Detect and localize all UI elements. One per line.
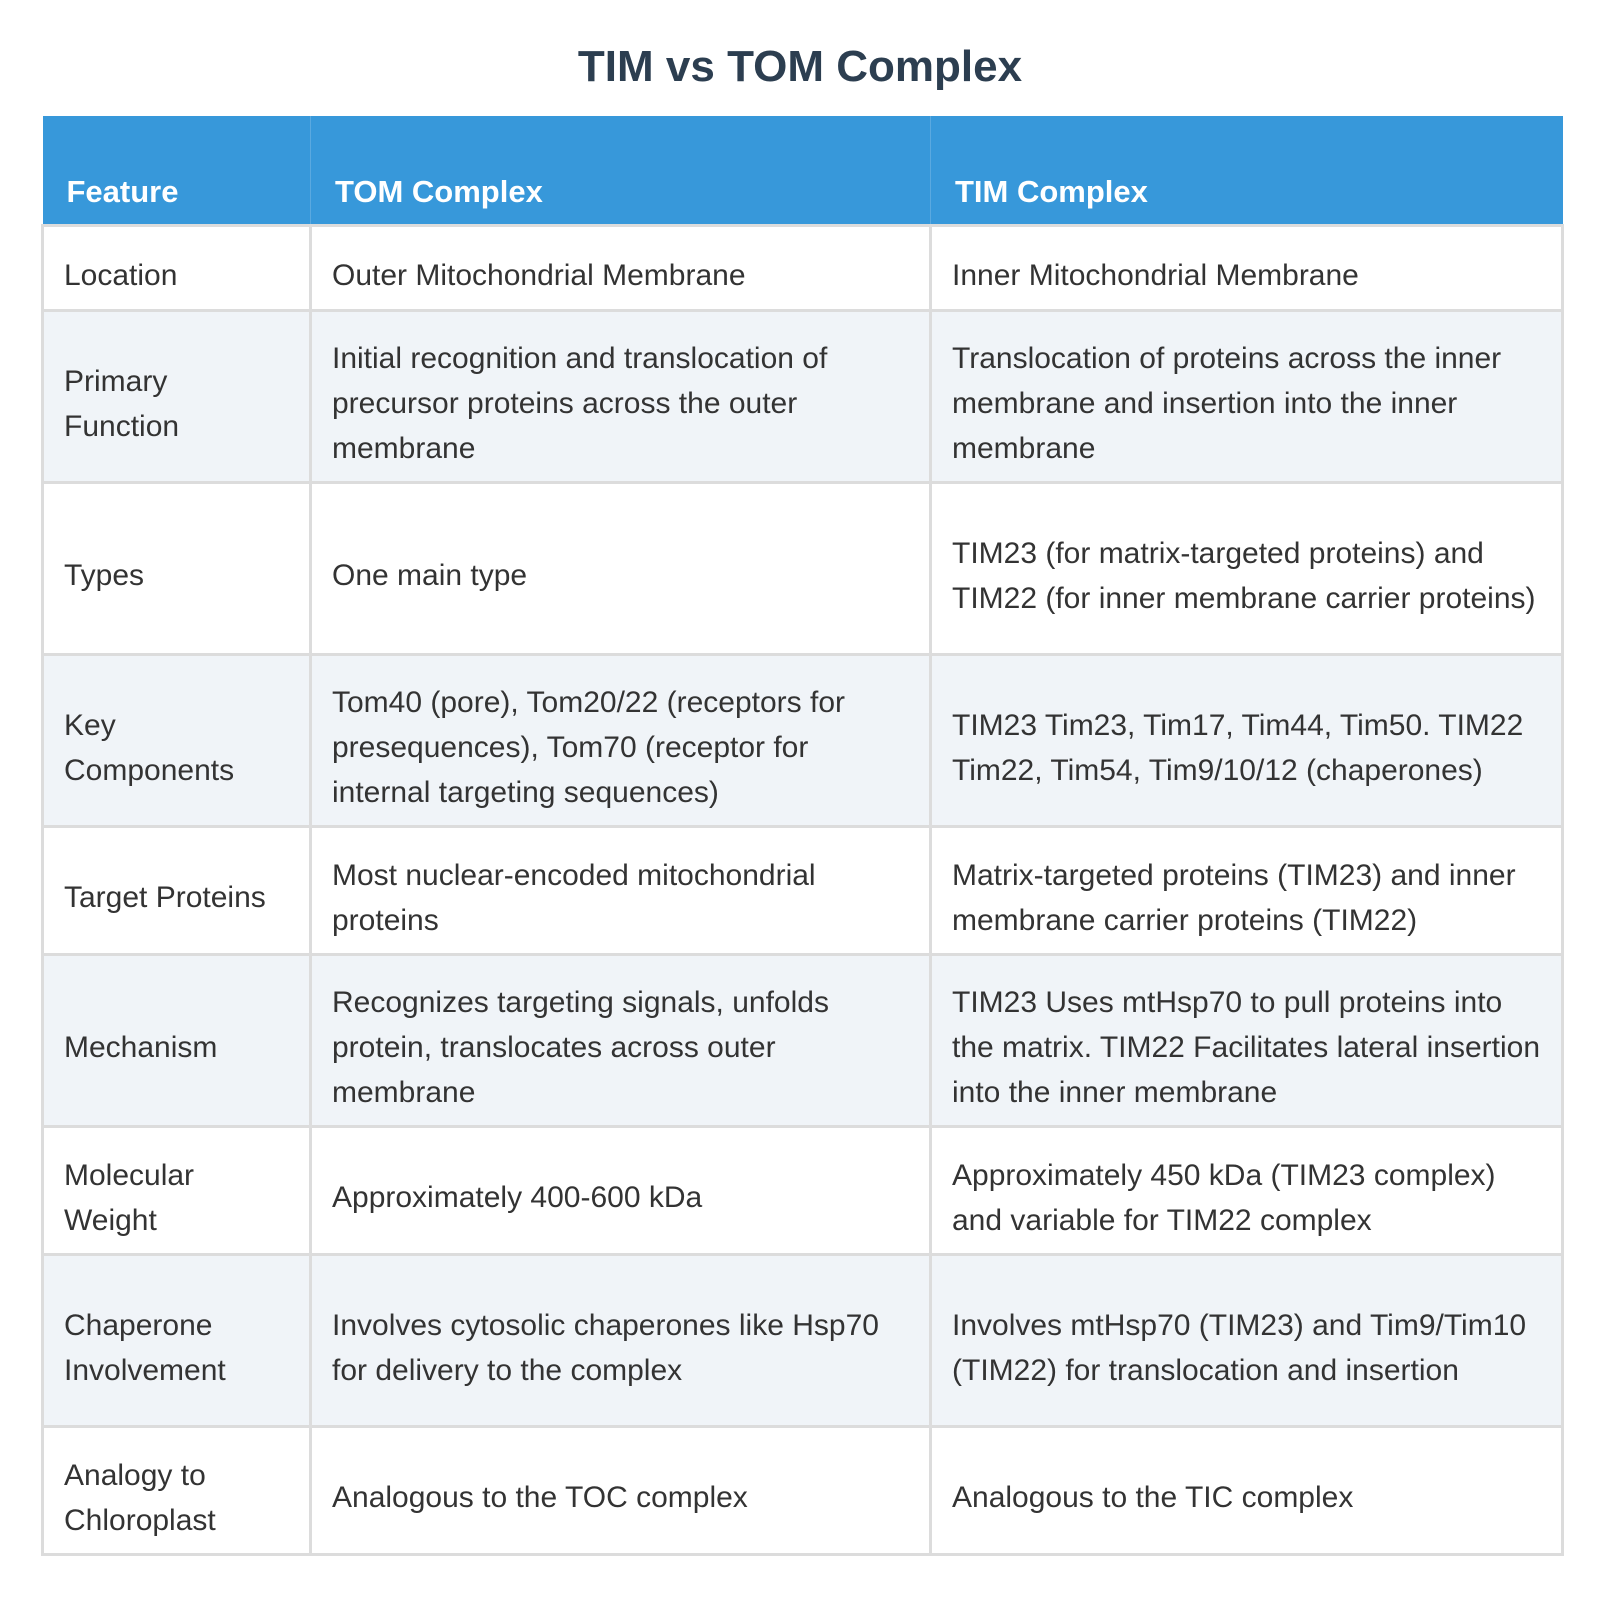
tom-cell: Initial recognition and translocation of… <box>309 309 932 484</box>
tim-cell: Approximately 450 kDa (TIM23 complex) an… <box>929 1125 1564 1256</box>
header-feature: Feature <box>42 116 311 226</box>
feature-cell: Primary Function <box>41 309 312 484</box>
tom-cell: Involves cytosolic chaperones like Hsp70… <box>309 1253 932 1428</box>
table-header-row: Feature TOM Complex TIM Complex <box>42 116 1563 226</box>
table-row: Location Outer Mitochondrial Membrane In… <box>41 224 1564 312</box>
tom-cell: Approximately 400-600 kDa <box>309 1125 932 1256</box>
feature-cell: Types <box>41 481 312 656</box>
feature-cell: Location <box>41 224 312 312</box>
tim-cell: TIM23 (for matrix-targeted proteins) and… <box>929 481 1564 656</box>
tim-cell: Translocation of proteins across the inn… <box>929 309 1564 484</box>
tom-cell: Tom40 (pore), Tom20/22 (receptors for pr… <box>309 653 932 828</box>
tom-cell: Most nuclear-encoded mitochondrial prote… <box>309 825 932 956</box>
tom-cell: Analogous to the TOC complex <box>309 1425 932 1556</box>
table-row: Analogy to Chloroplast Analogous to the … <box>41 1425 1564 1556</box>
tim-cell: Inner Mitochondrial Membrane <box>929 224 1564 312</box>
table-row: Mechanism Recognizes targeting signals, … <box>41 953 1564 1128</box>
feature-cell: Target Proteins <box>41 825 312 956</box>
feature-cell: Molecular Weight <box>41 1125 312 1256</box>
tom-cell: Outer Mitochondrial Membrane <box>309 224 932 312</box>
tim-cell: Involves mtHsp70 (TIM23) and Tim9/Tim10 … <box>929 1253 1564 1428</box>
feature-cell: Chaperone Involvement <box>41 1253 312 1428</box>
comparison-table: Feature TOM Complex TIM Complex Location… <box>41 116 1564 1556</box>
table-row: Molecular Weight Approximately 400-600 k… <box>41 1125 1564 1256</box>
header-tim: TIM Complex <box>930 116 1563 226</box>
header-tom: TOM Complex <box>310 116 931 226</box>
tim-cell: TIM23 Uses mtHsp70 to pull proteins into… <box>929 953 1564 1128</box>
table-row: Target Proteins Most nuclear-encoded mit… <box>41 825 1564 956</box>
feature-cell: Mechanism <box>41 953 312 1128</box>
feature-cell: Key Components <box>41 653 312 828</box>
tom-cell: One main type <box>309 481 932 656</box>
table-row: Key Components Tom40 (pore), Tom20/22 (r… <box>41 653 1564 828</box>
page-title: TIM vs TOM Complex <box>577 42 1023 91</box>
tim-cell: Matrix-targeted proteins (TIM23) and inn… <box>929 825 1564 956</box>
feature-cell: Analogy to Chloroplast <box>41 1425 312 1556</box>
table-row: Types One main type TIM23 (for matrix-ta… <box>41 481 1564 656</box>
tim-cell: TIM23 Tim23, Tim17, Tim44, Tim50. TIM22 … <box>929 653 1564 828</box>
tim-cell: Analogous to the TIC complex <box>929 1425 1564 1556</box>
table-row: Primary Function Initial recognition and… <box>41 309 1564 484</box>
table-row: Chaperone Involvement Involves cytosolic… <box>41 1253 1564 1428</box>
tom-cell: Recognizes targeting signals, unfolds pr… <box>309 953 932 1128</box>
